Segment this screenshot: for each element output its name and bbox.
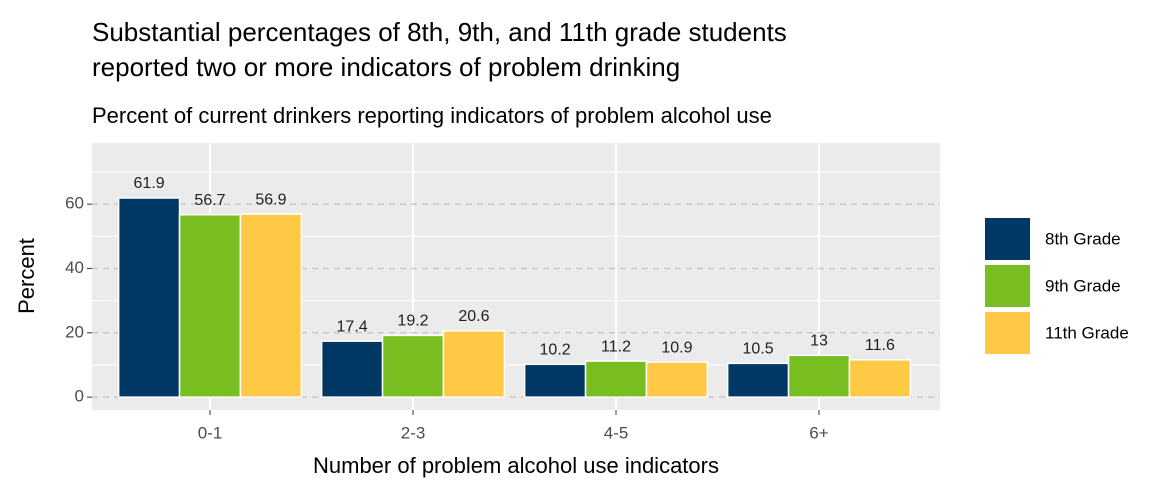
chart-title: reported two or more indicators of probl…	[92, 52, 680, 82]
legend-key	[985, 312, 1030, 354]
value-label: 19.2	[397, 313, 428, 330]
y-axis-label: Percent	[14, 238, 39, 314]
bar	[787, 354, 851, 398]
bar	[381, 334, 445, 398]
value-label: 11.2	[601, 338, 631, 355]
value-label: 10.9	[661, 339, 692, 356]
y-tick-label: 60	[65, 194, 84, 213]
x-tick-label: 2-3	[401, 423, 426, 442]
legend-label: 8th Grade	[1045, 229, 1121, 248]
legend-key	[985, 265, 1030, 307]
bar	[442, 330, 506, 398]
value-label: 10.5	[743, 341, 774, 358]
legend-label: 9th Grade	[1045, 276, 1121, 295]
bar	[178, 213, 242, 398]
x-tick-label: 6+	[809, 423, 828, 442]
y-tick-label: 20	[65, 322, 84, 341]
legend-label: 11th Grade	[1045, 323, 1129, 342]
bar	[726, 362, 790, 398]
bar	[320, 340, 384, 398]
value-label: 11.6	[865, 337, 895, 354]
bar	[239, 213, 303, 398]
value-label: 61.9	[134, 175, 165, 192]
bars	[117, 197, 912, 398]
value-label: 20.6	[458, 308, 489, 325]
bar	[645, 361, 709, 398]
value-label: 56.9	[255, 191, 286, 208]
value-label: 13	[810, 333, 828, 350]
y-tick-label: 0	[75, 387, 84, 406]
value-label: 10.2	[540, 342, 571, 359]
bar	[848, 359, 912, 398]
value-label: 17.4	[337, 318, 368, 335]
value-label: 56.7	[194, 192, 225, 209]
x-tick-label: 4-5	[604, 423, 629, 442]
legend-key	[985, 218, 1030, 260]
chart-title: Substantial percentages of 8th, 9th, and…	[92, 17, 787, 47]
bar	[584, 360, 648, 398]
x-axis-label: Number of problem alcohol use indicators	[313, 453, 719, 478]
x-tick-label: 0-1	[198, 423, 223, 442]
bar	[523, 363, 587, 398]
bar	[117, 197, 181, 398]
chart-subtitle: Percent of current drinkers reporting in…	[92, 103, 772, 128]
y-tick-label: 40	[65, 258, 84, 277]
